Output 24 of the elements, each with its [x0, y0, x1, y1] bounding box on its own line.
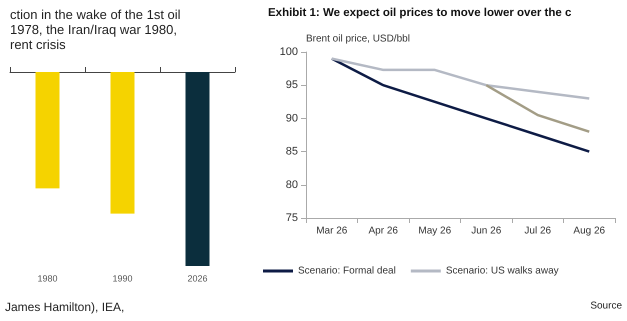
x-tick-label: Apr 26	[368, 226, 398, 236]
y-tick-label: 90	[286, 112, 298, 124]
x-tick-label: 1980	[37, 274, 58, 284]
x-tick-label: Aug 26	[573, 226, 606, 236]
x-tick-label: 1990	[112, 274, 133, 284]
legend-label: Scenario: US walks away	[446, 266, 559, 276]
chart-title: Exhibit 1: We expect oil prices to move lower over the c	[268, 7, 572, 19]
line-series	[330, 57, 590, 100]
y-tick-label: 80	[286, 178, 298, 191]
text: James Hamilton), IEA,	[5, 300, 124, 314]
legend-label: Scenario: Formal deal	[298, 266, 396, 276]
x-tick-label: May 26	[418, 226, 452, 236]
y-tick-label: 100	[280, 46, 298, 58]
y-axis-title: Brent oil price, USD/bbl	[306, 34, 410, 44]
y-tick-label: 75	[286, 212, 298, 224]
x-tick-label: Jun 26	[471, 226, 502, 236]
x-tick-label: 2026	[187, 274, 208, 284]
y-tick-label: 95	[286, 79, 298, 92]
chart-title: ction in the wake of the 1st oil 1978, the Iran/Iraq war 1980, rent crisis	[10, 7, 181, 52]
line-series	[330, 57, 590, 153]
y-tick-label: 85	[286, 146, 298, 158]
x-tick-label: Jul 26	[524, 226, 552, 236]
text: Source	[590, 300, 622, 312]
x-tick-label: Mar 26	[316, 226, 348, 236]
